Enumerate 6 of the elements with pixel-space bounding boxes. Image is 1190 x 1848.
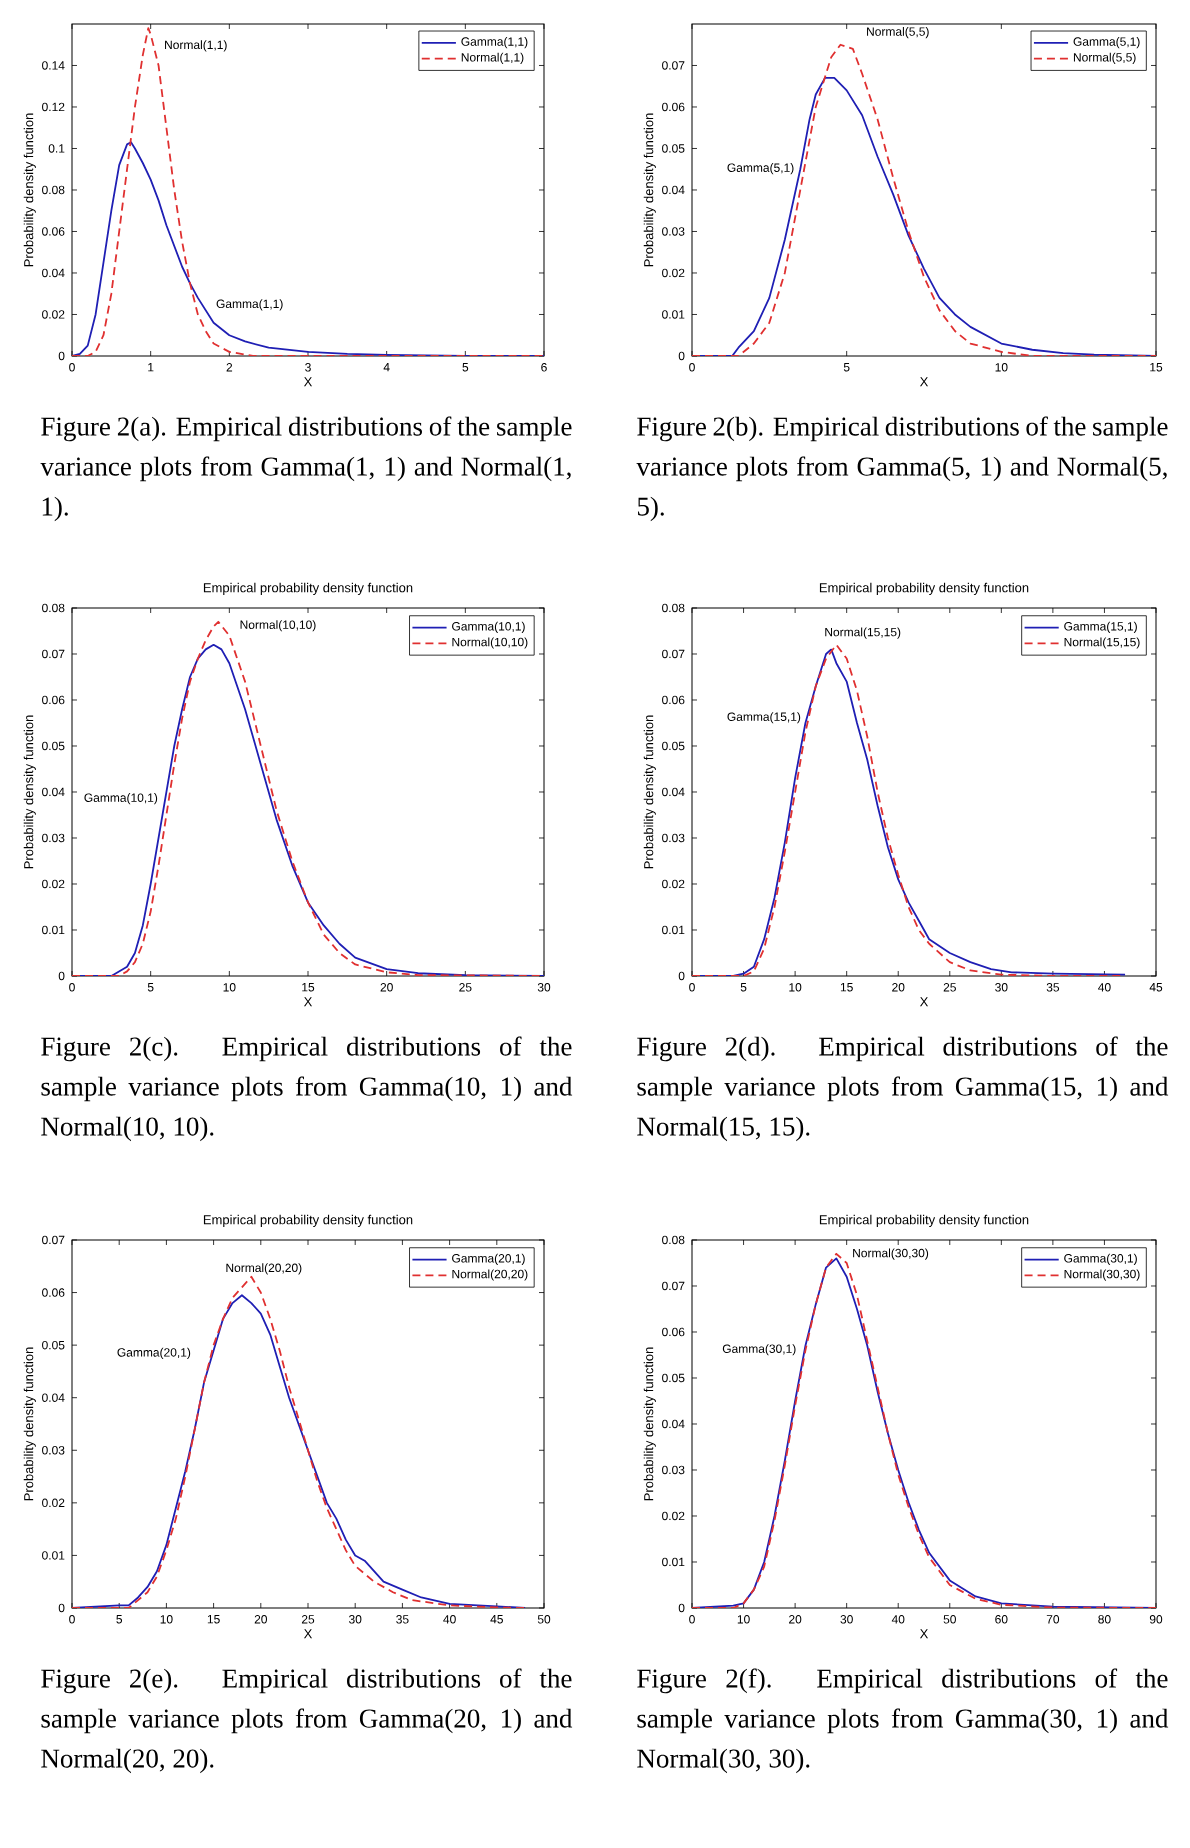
caption: Figure 2(c). Empirical distributions of the sample variance plots from Gamma(10, 1) and Normal(10, 10). xyxy=(41,1036,573,1142)
caption: Figure 2(e). Empirical distributions of the sample variance plots from Gamma(20, 1) and Normal(20, 20). xyxy=(41,1668,573,1774)
caption: Figure 2(f). Empirical distributions of the sample variance plots from Gamma(30, 1) and Normal(30, 30). xyxy=(637,1668,1169,1774)
caption: Figure 2(d). Empirical distributions of the sample variance plots from Gamma(15, 1) and Normal(15, 15). xyxy=(637,1036,1169,1142)
caption: Figure 2(b). Empirical distributions of the sample variance plots from Gamma(5, 1) and Normal(5, 5). xyxy=(636,416,1168,522)
caption: Figure 2(a). Empirical distributions of the sample variance plots from Gamma(1, 1) and Normal(1, 1). xyxy=(40,416,572,522)
